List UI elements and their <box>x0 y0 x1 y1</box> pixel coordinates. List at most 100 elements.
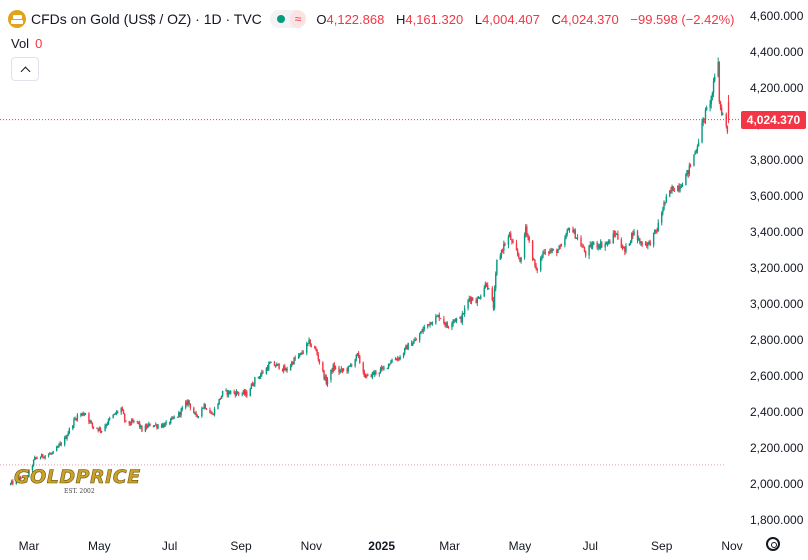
y-tick-label: 2,200.000 <box>750 441 804 455</box>
y-tick-label: 4,600.000 <box>750 9 804 23</box>
candle-body <box>187 400 189 405</box>
candle-body <box>543 252 545 254</box>
candle-body <box>404 348 406 354</box>
candle-body <box>637 238 640 241</box>
candle-body <box>334 367 337 370</box>
x-tick-label: Jul <box>583 539 598 553</box>
candle-body <box>201 408 203 417</box>
candle-body <box>156 424 158 428</box>
candle-body <box>469 298 472 302</box>
candle-body <box>453 319 455 321</box>
y-tick-label: 3,600.000 <box>750 189 804 203</box>
candle-body <box>491 288 493 301</box>
candle-body <box>356 353 359 355</box>
candle-body <box>640 242 642 244</box>
candle-body <box>307 342 309 344</box>
candles-group <box>9 57 730 486</box>
candle-body <box>350 364 353 367</box>
candle-body <box>447 327 450 329</box>
candle-body <box>508 233 511 237</box>
candle-body <box>436 316 438 318</box>
candle-body <box>15 478 18 484</box>
high-key: H <box>395 11 406 27</box>
y-tick-label: 3,800.000 <box>750 153 804 167</box>
candle-body <box>58 444 60 447</box>
symbol-title[interactable]: CFDs on Gold (US$ / OZ) · 1D · TVC <box>31 11 262 27</box>
candle-body <box>655 229 657 231</box>
candle-body <box>163 424 165 427</box>
candle-body <box>292 362 294 365</box>
candle-body <box>507 236 510 245</box>
candle-body <box>204 404 207 409</box>
candle-body <box>455 318 458 322</box>
y-tick-label: 2,600.000 <box>750 369 804 383</box>
gear-icon[interactable] <box>766 537 780 551</box>
candle-body <box>254 377 256 385</box>
candle-body <box>572 229 574 233</box>
candle-body <box>363 372 366 377</box>
candle-body <box>262 372 264 374</box>
gold-symbol-icon[interactable] <box>8 10 26 28</box>
candle-body <box>228 390 231 394</box>
volume-legend: Vol 0 <box>11 36 42 51</box>
collapse-legend-button[interactable] <box>11 57 39 81</box>
candle-body <box>435 316 437 324</box>
candle-body <box>415 339 417 341</box>
candle-body <box>552 249 555 251</box>
candle-body <box>697 142 700 147</box>
candle-body <box>152 425 155 427</box>
candle-body <box>157 425 159 428</box>
candle-body <box>189 403 192 408</box>
candle-body <box>209 409 211 413</box>
candle-body <box>722 114 724 116</box>
candle-body <box>492 300 495 309</box>
candle-body <box>243 391 246 395</box>
candle-body <box>91 422 94 427</box>
candle-body <box>406 346 408 350</box>
candle-body <box>499 255 502 260</box>
y-tick-label: 2,000.000 <box>750 477 804 491</box>
candle-body <box>475 300 477 304</box>
candle-body <box>395 359 398 361</box>
candle-body <box>129 423 132 425</box>
candle-body <box>171 417 173 419</box>
candle-body <box>452 320 454 324</box>
candle-body <box>73 419 75 426</box>
candle-body <box>612 233 614 244</box>
candle-body <box>125 420 127 422</box>
candle-body <box>629 240 632 244</box>
candle-body <box>536 268 538 271</box>
candle-body <box>527 234 529 238</box>
candle-body <box>65 437 67 439</box>
y-tick-label: 2,400.000 <box>750 405 804 419</box>
candle-body <box>306 343 308 353</box>
candle-body <box>560 245 563 247</box>
candle-body <box>348 365 351 367</box>
candle-body <box>225 390 227 392</box>
candle-body <box>108 418 111 420</box>
candle-body <box>559 246 561 248</box>
candle-body <box>604 243 606 248</box>
data-delay-badge[interactable]: ≈ <box>289 10 307 28</box>
candle-body <box>382 367 384 369</box>
market-status-pill[interactable]: ≈ <box>269 10 307 28</box>
candle-body <box>438 315 440 319</box>
candle-body <box>338 367 340 373</box>
candle-body <box>471 297 474 301</box>
x-tick-label: 2025 <box>368 539 395 553</box>
candle-body <box>501 250 504 252</box>
candle-body <box>391 359 393 363</box>
candle-body <box>389 363 391 365</box>
candle-body <box>399 356 401 360</box>
candle-body <box>12 481 14 484</box>
candle-body <box>423 326 425 329</box>
candle-body <box>599 242 602 248</box>
candle-body <box>519 257 521 262</box>
candle-body <box>535 265 537 269</box>
candle-body <box>84 413 87 415</box>
candle-body <box>112 415 114 419</box>
candle-body <box>688 165 691 175</box>
candle-body <box>412 343 414 346</box>
candle-body <box>76 414 79 420</box>
